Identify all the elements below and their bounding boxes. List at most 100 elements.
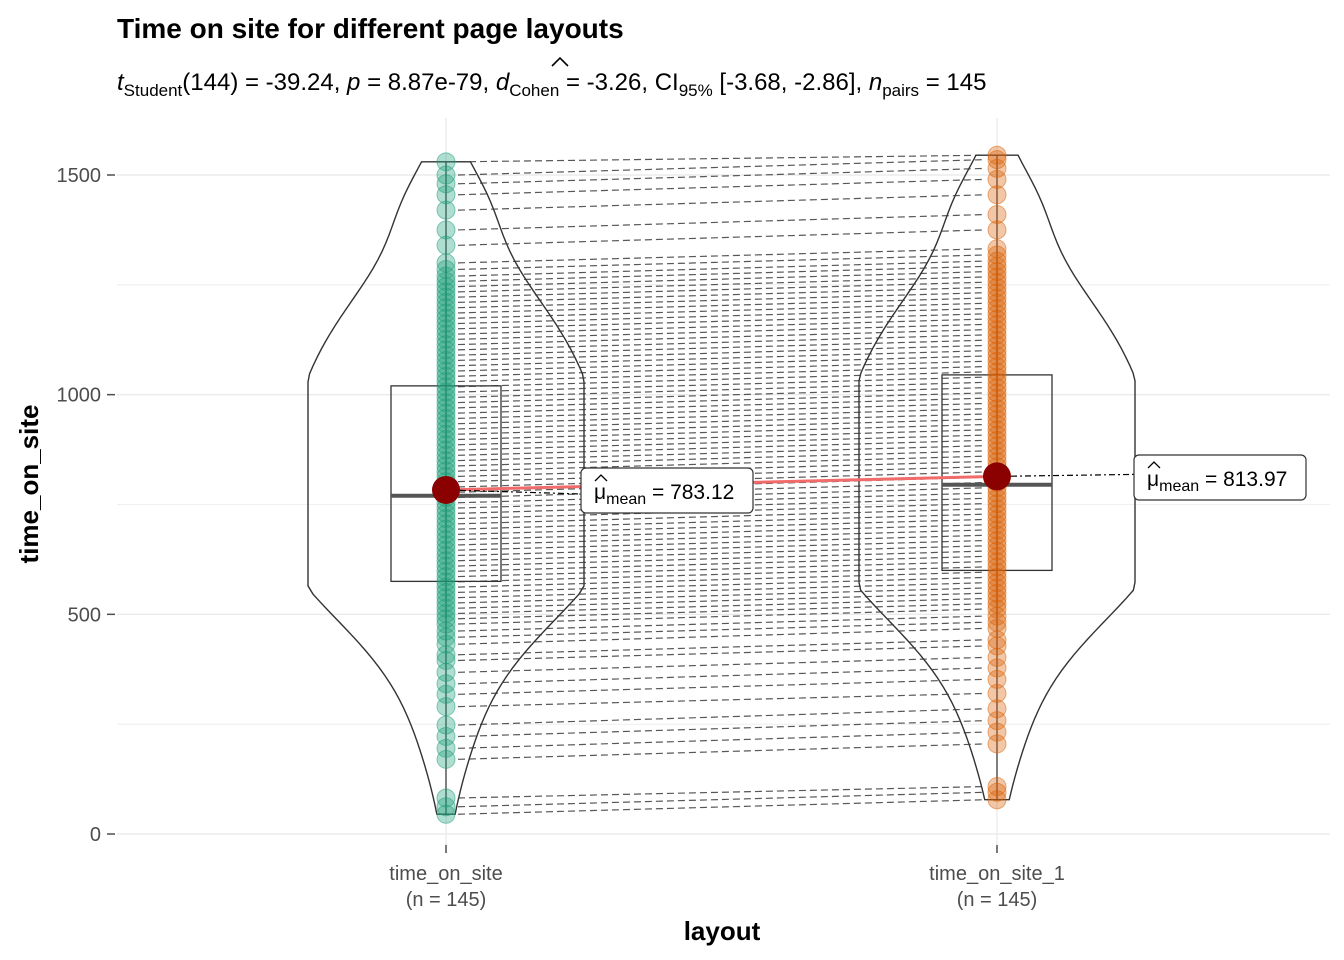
x-tick-label-1: time_on_site_1 [929, 863, 1065, 885]
data-point [436, 287, 456, 307]
data-point [987, 367, 1007, 387]
y-tick-label: 500 [68, 604, 101, 626]
data-point [987, 531, 1007, 551]
data-point [436, 185, 456, 205]
pair-line [457, 194, 986, 211]
data-point [436, 556, 456, 576]
data-point [987, 520, 1007, 540]
data-point [436, 567, 456, 587]
data-point [987, 372, 1007, 392]
data-point [987, 658, 1007, 678]
data-point [987, 790, 1007, 810]
data-point [987, 425, 1007, 445]
data-point [987, 239, 1007, 259]
y-tick-label: 1500 [57, 165, 102, 187]
data-point [987, 362, 1007, 382]
y-tick-label: 0 [90, 824, 101, 846]
data-point [987, 378, 1007, 398]
data-point [436, 429, 456, 449]
data-point [436, 361, 456, 381]
data-point [436, 530, 456, 550]
data-point [987, 293, 1007, 313]
x-tick-n-label-1: (n = 145) [957, 889, 1038, 911]
data-point [436, 152, 456, 172]
data-point [436, 503, 456, 523]
data-point [436, 165, 456, 185]
data-point [987, 399, 1007, 419]
data-point [436, 366, 456, 386]
data-point [987, 325, 1007, 345]
data-point [987, 393, 1007, 413]
data-point [436, 456, 456, 476]
data-point [987, 262, 1007, 282]
data-point [436, 414, 456, 434]
data-point [987, 409, 1007, 429]
data-point [987, 683, 1007, 703]
data-point [987, 722, 1007, 742]
data-point [987, 552, 1007, 572]
data-point [987, 594, 1007, 614]
mean-label-0: μmean = 783.12 [580, 467, 754, 514]
mean-label-1-sub: mean [1159, 478, 1199, 495]
data-point [987, 509, 1007, 529]
pair-line [457, 791, 986, 808]
data-point [436, 674, 456, 694]
data-point [987, 573, 1007, 593]
data-point [436, 329, 456, 349]
data-point [436, 540, 456, 560]
data-point [436, 393, 456, 413]
data-point [436, 524, 456, 544]
y-tick-label: 1000 [57, 385, 102, 407]
pair-line [457, 167, 986, 185]
data-point [436, 220, 456, 240]
data-point [987, 299, 1007, 319]
data-point [987, 335, 1007, 355]
mean-label-1-value: = 813.97 [1199, 468, 1287, 491]
data-point [987, 567, 1007, 587]
data-point [987, 283, 1007, 303]
data-point [987, 494, 1007, 514]
data-point [987, 599, 1007, 619]
pair-line [457, 229, 986, 246]
data-point [436, 371, 456, 391]
data-point [436, 650, 456, 670]
mean-label-0-symbol: μ [594, 481, 606, 504]
data-point [436, 788, 456, 808]
data-point [436, 545, 456, 565]
data-point [436, 387, 456, 407]
data-point [436, 440, 456, 460]
svg-text:μmean = 783.12: μmean = 783.12 [594, 481, 734, 508]
mean-label-1: μmean = 813.97 [1133, 454, 1307, 501]
data-point [987, 436, 1007, 456]
data-point [987, 388, 1007, 408]
pair-line [457, 248, 986, 264]
data-point [436, 435, 456, 455]
chart-subtitle: tStudent(144) = -39.24, p = 8.87e-79, dC… [117, 69, 986, 100]
data-point [436, 403, 456, 423]
data-point [436, 609, 456, 629]
data-point [436, 561, 456, 581]
data-point [987, 536, 1007, 556]
data-point [987, 357, 1007, 377]
pair-line [457, 615, 986, 632]
data-point [436, 726, 456, 746]
data-point [987, 669, 1007, 689]
data-point [987, 267, 1007, 287]
data-point [436, 551, 456, 571]
data-point [436, 259, 456, 279]
data-point [436, 603, 456, 623]
mean-point-0 [432, 475, 460, 504]
mean-leader-1 [996, 473, 1135, 477]
data-point [987, 309, 1007, 329]
data-point [987, 430, 1007, 450]
data-point [987, 272, 1007, 292]
data-point [987, 277, 1007, 297]
data-point [987, 557, 1007, 577]
data-point [436, 451, 456, 471]
data-point [987, 441, 1007, 461]
data-point [987, 420, 1007, 440]
data-point [987, 351, 1007, 371]
data-point [987, 383, 1007, 403]
pair-line [457, 645, 986, 662]
mean-point-1 [983, 462, 1011, 491]
